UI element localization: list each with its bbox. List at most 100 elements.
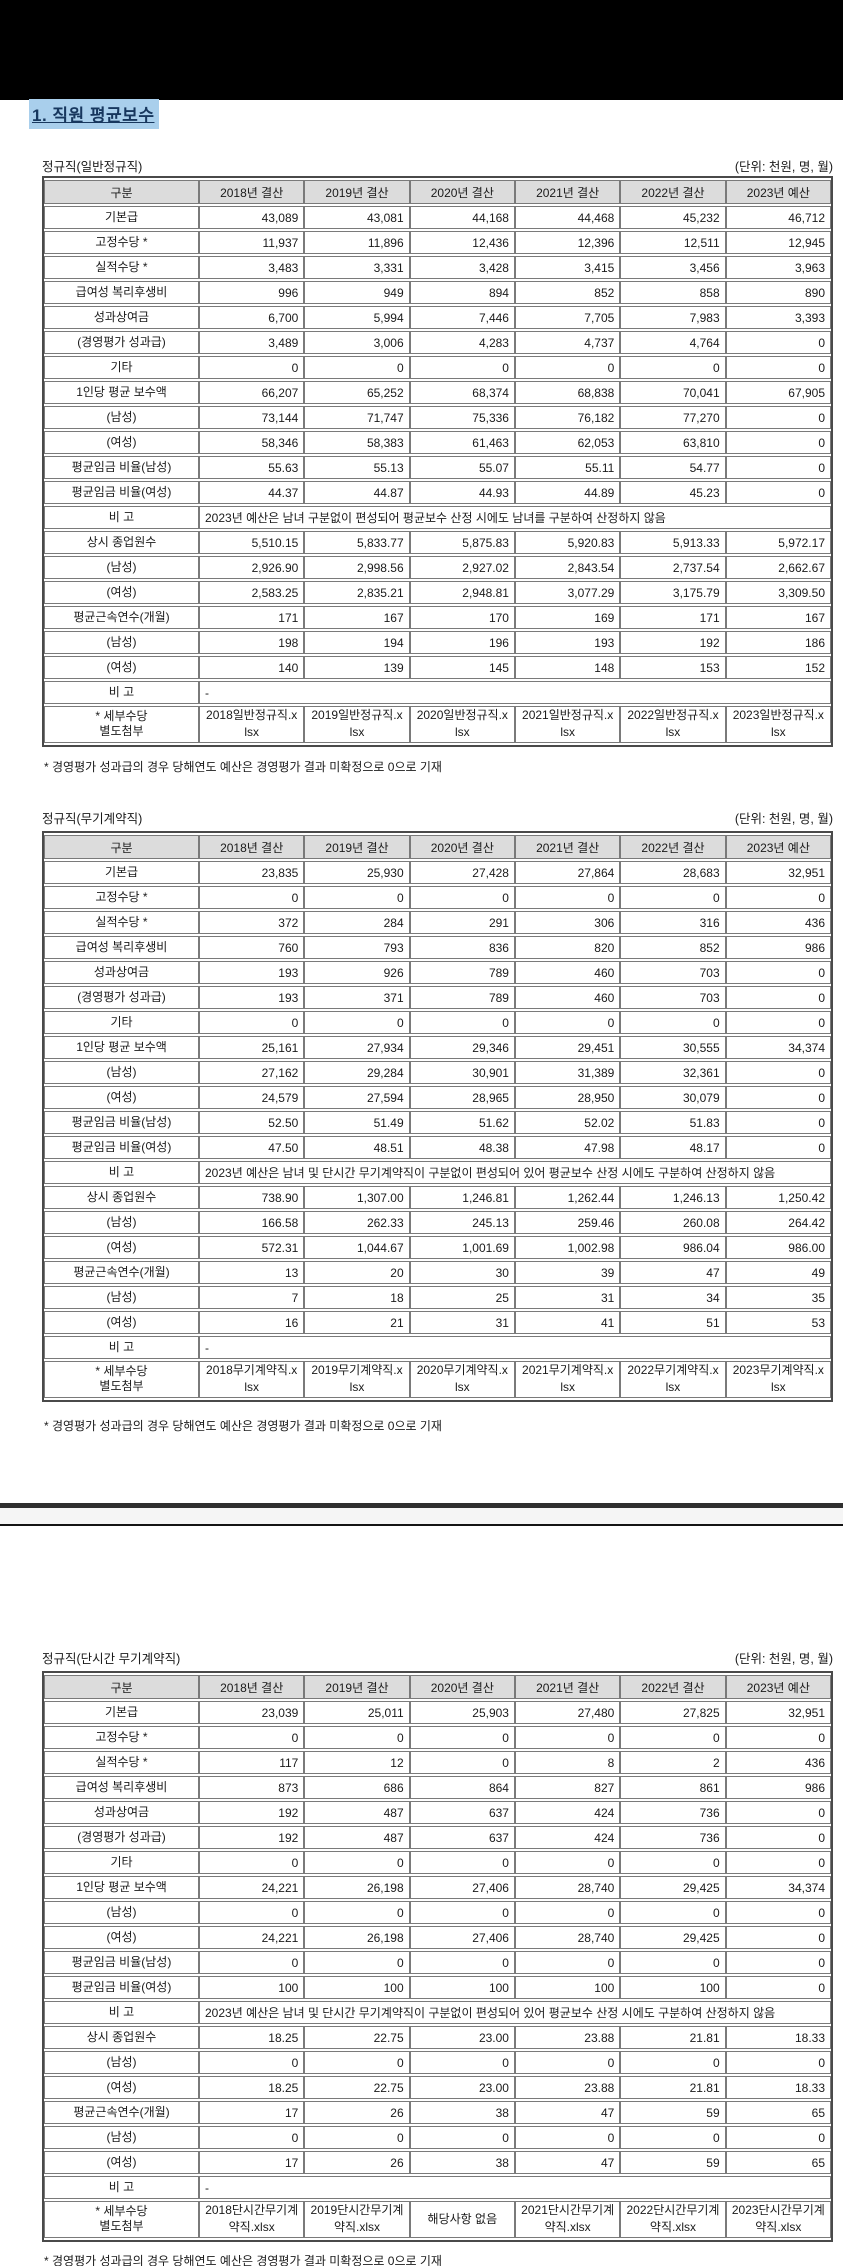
attachment-cell: 2018무기계약직.xlsx <box>199 1361 305 1398</box>
remark-cell: 2023년 예산은 남녀 및 단시간 무기계약직이 구분없이 편성되어 있어 평… <box>199 2001 831 2024</box>
value-cell: 861 <box>620 1776 726 1799</box>
value-cell: 61,463 <box>409 431 515 454</box>
value-cell: 986 <box>725 936 831 959</box>
value-cell: 1,246.13 <box>620 1186 726 1209</box>
row-label-cell: (경영평가 성과급) <box>44 1826 199 1849</box>
row-label-cell: 평균임금 비율(여성) <box>44 1136 199 1159</box>
value-cell: 193 <box>199 961 305 984</box>
value-cell: 0 <box>725 406 831 429</box>
value-cell: 21 <box>304 1311 410 1334</box>
table-row: 1인당 평균 보수액 24,221 26,198 27,406 28,740 29,425… <box>44 1876 831 1899</box>
attachment-cell: 2020무기계약직.xlsx <box>409 1361 515 1398</box>
row-label-cell: 기타 <box>44 1011 199 1034</box>
value-cell: 27,480 <box>514 1701 621 1724</box>
value-cell: 0 <box>725 1136 831 1159</box>
value-cell: 196 <box>409 631 515 654</box>
value-cell: 32,951 <box>725 861 831 884</box>
value-cell: 0 <box>620 2051 726 2074</box>
value-cell: 3,331 <box>304 256 410 279</box>
value-cell: 0 <box>409 2126 515 2149</box>
value-cell: 51 <box>620 1311 726 1334</box>
value-cell: 24,221 <box>199 1876 305 1899</box>
value-cell: 686 <box>304 1776 410 1799</box>
value-cell: 0 <box>304 1726 410 1749</box>
value-cell: 100 <box>514 1976 621 1999</box>
row-label-cell: 1인당 평균 보수액 <box>44 1876 199 1899</box>
attachment-cell: 2023일반정규직.xlsx <box>725 706 831 743</box>
table-header-row: 구분 2018년 결산 2019년 결산 2020년 결산 2021년 결산 2022년 … <box>44 180 831 204</box>
value-cell: 68,838 <box>514 381 621 404</box>
value-cell: 34 <box>620 1286 726 1309</box>
value-cell: 100 <box>199 1976 305 1999</box>
value-cell: 28,965 <box>409 1086 515 1109</box>
value-cell: 169 <box>514 606 621 629</box>
section-head-regular: 정규직(일반정규직) (단위: 천원, 명, 월) <box>42 156 833 175</box>
value-cell: 22.75 <box>304 2026 410 2049</box>
row-label-cell: 평균임금 비율(남성) <box>44 456 199 479</box>
value-cell: 0 <box>304 1011 410 1034</box>
value-cell: 5,994 <box>304 306 410 329</box>
value-cell: 55.07 <box>409 456 515 479</box>
value-cell: 47.98 <box>514 1136 621 1159</box>
value-cell: 25 <box>409 1286 515 1309</box>
value-cell: 5,913.33 <box>620 531 726 554</box>
page-break-divider <box>0 1503 843 1526</box>
row-label-cell: 비 고 <box>44 2176 199 2199</box>
column-header: 2020년 결산 <box>409 1675 515 1699</box>
value-cell: 264.42 <box>725 1211 831 1234</box>
row-label-cell: (여성) <box>44 2076 199 2099</box>
value-cell: 70,041 <box>620 381 726 404</box>
row-label-cell: 1인당 평균 보수액 <box>44 381 199 404</box>
value-cell: 0 <box>725 1801 831 1824</box>
value-cell: 25,903 <box>409 1701 515 1724</box>
value-cell: 0 <box>304 1951 410 1974</box>
table-row: 평균근속연수(개월) 171 167 170 169 171 167 <box>44 606 831 629</box>
value-cell: 852 <box>514 281 621 304</box>
value-cell: 25,930 <box>304 861 410 884</box>
value-cell: 0 <box>620 1951 726 1974</box>
value-cell: 0 <box>725 356 831 379</box>
table-row: 비 고 2023년 예산은 남녀 및 단시간 무기계약직이 구분없이 편성되어 있… <box>44 2001 831 2024</box>
value-cell: 44,468 <box>514 206 621 229</box>
value-cell: 27,864 <box>514 861 621 884</box>
table-row: * 세부수당 별도첨부 2018무기계약직.xlsx 2019무기계약직.xlsx 2… <box>44 1361 831 1398</box>
value-cell: 0 <box>725 456 831 479</box>
value-cell: 0 <box>725 1976 831 1999</box>
table-row: 상시 종업원수 738.90 1,307.00 1,246.81 1,262.44 1,2… <box>44 1186 831 1209</box>
value-cell: 0 <box>725 481 831 504</box>
value-cell: 20 <box>304 1261 410 1284</box>
section-label: 정규직(일반정규직) <box>42 160 143 174</box>
value-cell: 12,396 <box>514 231 621 254</box>
value-cell: 760 <box>199 936 305 959</box>
table-row: 실적수당 * 117 12 0 8 2 436 <box>44 1751 831 1774</box>
value-cell: 424 <box>514 1801 621 1824</box>
value-cell: 167 <box>725 606 831 629</box>
table-row: 평균임금 비율(남성) 55.63 55.13 55.07 55.11 54.77 0 <box>44 456 831 479</box>
value-cell: 63,810 <box>620 431 726 454</box>
row-label-cell: 비 고 <box>44 1161 199 1184</box>
value-cell: 16 <box>199 1311 305 1334</box>
value-cell: 51.62 <box>409 1111 515 1134</box>
salary-table-contract: 구분 2018년 결산 2019년 결산 2020년 결산 2021년 결산 2022년 … <box>42 831 833 1402</box>
row-label-cell: (남성) <box>44 2126 199 2149</box>
value-cell: 43,081 <box>304 206 410 229</box>
value-cell: 371 <box>304 986 410 1009</box>
table-row: (여성) 18.25 22.75 23.00 23.88 21.81 18.33 <box>44 2076 831 2099</box>
value-cell: 372 <box>199 911 305 934</box>
value-cell: 3,393 <box>725 306 831 329</box>
value-cell: 0 <box>620 1851 726 1874</box>
value-cell: 986 <box>725 1776 831 1799</box>
value-cell: 894 <box>409 281 515 304</box>
salary-table: 구분 2018년 결산 2019년 결산 2020년 결산 2021년 결산 2022년 … <box>44 1673 831 2240</box>
value-cell: 29,425 <box>620 1926 726 1949</box>
value-cell: 23.00 <box>409 2076 515 2099</box>
attachment-cell: 2018단시간무기계약직.xlsx <box>199 2201 305 2238</box>
value-cell: 986.04 <box>620 1236 726 1259</box>
remark-cell: 2023년 예산은 남녀 및 단시간 무기계약직이 구분없이 편성되어 있어 평… <box>199 1161 831 1184</box>
value-cell: 24,221 <box>199 1926 305 1949</box>
value-cell: 0 <box>620 1011 726 1034</box>
value-cell: 316 <box>620 911 726 934</box>
table-row: 기본급 23,835 25,930 27,428 27,864 28,683 32,951 <box>44 861 831 884</box>
value-cell: 28,683 <box>620 861 726 884</box>
value-cell: 47.50 <box>199 1136 305 1159</box>
